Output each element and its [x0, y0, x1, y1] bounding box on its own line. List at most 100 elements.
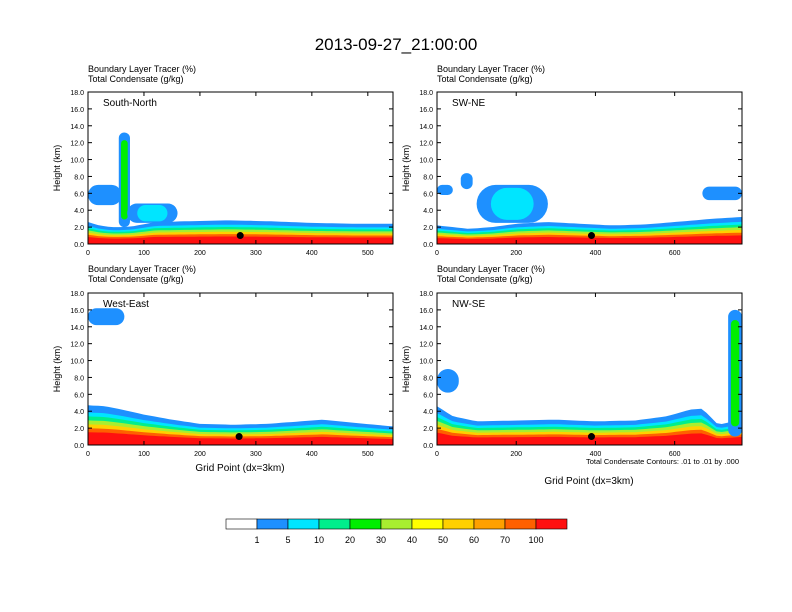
location-marker [587, 433, 595, 441]
y-tick-label: 18.0 [70, 90, 84, 97]
panel-header-line2: Total Condensate (g/kg) [437, 274, 533, 284]
tracer-layer [437, 235, 742, 244]
x-tick-label: 400 [590, 250, 602, 257]
y-tick-label: 14.0 [70, 124, 84, 131]
contour-footnote: Total Condensate Contours: .01 to .01 by… [586, 457, 739, 466]
y-tick-label: 16.0 [419, 107, 433, 114]
y-tick-label: 4.0 [423, 208, 433, 215]
x-tick-label: 400 [590, 451, 602, 458]
y-tick-label: 14.0 [419, 124, 433, 131]
panel-header-line2: Total Condensate (g/kg) [88, 74, 184, 84]
y-tick-label: 0.0 [74, 443, 84, 450]
y-tick-label: 0.0 [74, 242, 84, 249]
x-tick-label: 100 [138, 451, 150, 458]
panel-west-east: Boundary Layer Tracer (%) Total Condensa… [52, 264, 394, 474]
y-tick-label: 14.0 [70, 325, 84, 332]
panel-sw-ne: Boundary Layer Tracer (%) Total Condensa… [401, 64, 743, 257]
x-tick-label: 400 [306, 451, 318, 458]
x-tick-label: 300 [250, 451, 262, 458]
legend-label: 70 [500, 535, 510, 545]
tracer-field [88, 132, 393, 244]
legend-swatch [442, 518, 475, 530]
y-tick-label: 16.0 [419, 308, 433, 315]
panel-nw-se: Boundary Layer Tracer (%) Total Condensa… [401, 264, 743, 487]
x-tick-label: 0 [86, 451, 90, 458]
y-tick-label: 10.0 [70, 158, 84, 165]
panel-label: NW-SE [452, 299, 485, 310]
location-marker [235, 433, 243, 441]
y-tick-label: 4.0 [74, 208, 84, 215]
x-tick-label: 500 [362, 250, 374, 257]
legend-swatch [225, 518, 258, 530]
legend-label: 1 [254, 535, 259, 545]
y-tick-label: 8.0 [74, 375, 84, 382]
tracer-layer [88, 236, 393, 244]
y-tick-label: 2.0 [74, 225, 84, 232]
cloud-core [121, 140, 128, 220]
x-tick-label: 300 [250, 250, 262, 257]
x-tick-label: 0 [435, 250, 439, 257]
y-tick-label: 18.0 [419, 291, 433, 298]
location-marker [236, 232, 244, 240]
legend-label: 50 [438, 535, 448, 545]
panel-header-line1: Boundary Layer Tracer (%) [88, 64, 196, 74]
y-axis-label: Height (km) [401, 145, 411, 192]
panel-south-north: Boundary Layer Tracer (%) Total Condensa… [52, 64, 394, 257]
y-tick-label: 8.0 [423, 174, 433, 181]
y-tick-label: 10.0 [419, 359, 433, 366]
x-tick-label: 600 [669, 250, 681, 257]
x-tick-label: 200 [194, 451, 206, 458]
tracer-field [437, 309, 742, 445]
y-tick-label: 10.0 [419, 158, 433, 165]
plot-frame [87, 91, 394, 245]
panel-header-line2: Total Condensate (g/kg) [437, 74, 533, 84]
legend-label: 40 [407, 535, 417, 545]
cloud-core [730, 320, 740, 427]
plot-frame [436, 292, 743, 446]
x-tick-label: 600 [669, 451, 681, 458]
x-tick-label: 500 [362, 451, 374, 458]
cloud-outer [460, 173, 473, 190]
y-tick-label: 14.0 [419, 325, 433, 332]
figure-title: 2013-09-27_21:00:00 [315, 35, 478, 54]
x-tick-label: 0 [86, 250, 90, 257]
cloud-outer [88, 308, 125, 326]
x-tick-label: 100 [138, 250, 150, 257]
y-tick-label: 12.0 [70, 342, 84, 349]
y-tick-label: 12.0 [419, 141, 433, 148]
x-tick-label: 200 [510, 250, 522, 257]
y-tick-label: 2.0 [423, 225, 433, 232]
x-tick-label: 400 [306, 250, 318, 257]
plot-frame [87, 292, 394, 446]
tracer-field [88, 308, 393, 445]
y-tick-label: 18.0 [419, 90, 433, 97]
y-tick-label: 10.0 [70, 359, 84, 366]
cloud-outer [437, 369, 459, 393]
y-tick-label: 16.0 [70, 107, 84, 114]
legend-label: 5 [285, 535, 290, 545]
panel-label: West-East [103, 299, 149, 310]
panel-header-line2: Total Condensate (g/kg) [88, 274, 184, 284]
y-axis-label: Height (km) [52, 346, 62, 393]
legend-label: 20 [345, 535, 355, 545]
legend-swatch [535, 518, 568, 530]
legend-label: 100 [528, 535, 543, 545]
y-tick-label: 0.0 [423, 443, 433, 450]
legend-swatch [380, 518, 413, 530]
panel-header-line1: Boundary Layer Tracer (%) [88, 264, 196, 274]
y-tick-label: 2.0 [423, 426, 433, 433]
panel-header-line1: Boundary Layer Tracer (%) [437, 264, 545, 274]
y-tick-label: 2.0 [74, 426, 84, 433]
y-tick-label: 8.0 [74, 174, 84, 181]
legend-swatch [411, 518, 444, 530]
cloud-outer [88, 184, 122, 206]
legend-swatch [287, 518, 320, 530]
y-tick-label: 18.0 [70, 291, 84, 298]
x-tick-label: 200 [510, 451, 522, 458]
x-tick-label: 200 [194, 250, 206, 257]
panel-header-line1: Boundary Layer Tracer (%) [437, 64, 545, 74]
cloud-outer [437, 184, 453, 196]
y-tick-label: 12.0 [70, 141, 84, 148]
y-tick-label: 6.0 [74, 191, 84, 198]
